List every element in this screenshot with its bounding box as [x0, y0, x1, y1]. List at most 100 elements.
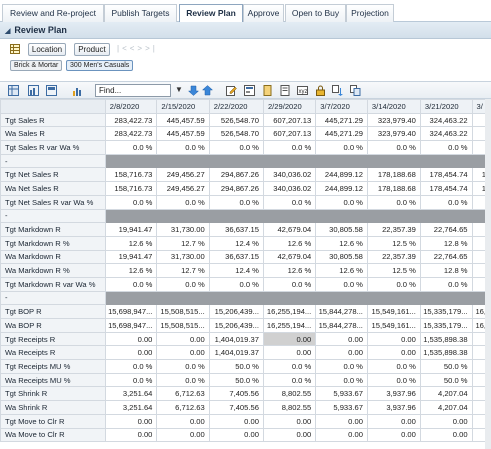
data-cell[interactable] — [262, 153, 317, 169]
data-cell[interactable]: 0.00 — [366, 331, 421, 347]
data-cell[interactable]: 4,207.04 — [419, 400, 473, 415]
find-dropdown-icon[interactable]: ▼ — [175, 85, 183, 94]
data-cell[interactable]: 0.00 — [208, 413, 264, 429]
data-cell[interactable]: 0.0 % — [208, 276, 264, 292]
data-cell[interactable] — [366, 208, 421, 224]
data-cell[interactable] — [104, 208, 158, 224]
data-cell[interactable]: 0.0 % — [366, 276, 421, 292]
data-cell[interactable]: 36,637.15 — [208, 249, 264, 265]
data-cell[interactable]: 0.0 % — [262, 140, 317, 155]
data-cell[interactable]: 0.00 — [262, 427, 317, 443]
data-cell[interactable]: 0.00 — [315, 345, 368, 361]
data-cell[interactable]: 36,637.15 — [208, 222, 264, 237]
data-cell[interactable]: 15,549,161... — [366, 318, 421, 333]
data-cell[interactable]: 42,679.04 — [262, 249, 317, 265]
data-cell[interactable]: 15,844,278... — [315, 318, 368, 333]
table-view-icon[interactable] — [8, 85, 19, 96]
data-cell[interactable]: 0.00 — [315, 413, 368, 429]
data-cell[interactable]: 158,716.73 — [104, 181, 158, 196]
data-cell[interactable]: 324,463.22 — [419, 126, 473, 142]
data-cell[interactable]: 526,548.70 — [208, 126, 264, 142]
data-cell[interactable]: 31,730.00 — [156, 249, 210, 265]
formula-icon[interactable]: xyz — [297, 85, 308, 96]
data-cell[interactable] — [156, 290, 210, 306]
chart-view-icon[interactable] — [28, 85, 39, 96]
data-cell[interactable]: 283,422.73 — [104, 126, 158, 142]
data-cell[interactable]: 1,404,019.37 — [208, 345, 264, 361]
data-cell[interactable]: 0.0 % — [366, 194, 421, 210]
tab-review-and-reproject[interactable]: Review and Re-project — [2, 4, 104, 22]
date-header[interactable]: 2/8/2020 — [104, 99, 158, 114]
data-cell[interactable]: 0.0 % — [315, 194, 368, 210]
data-cell[interactable]: 445,457.59 — [156, 112, 210, 128]
data-cell[interactable]: 0.00 — [156, 413, 210, 429]
data-cell[interactable]: 8,802.55 — [262, 400, 317, 415]
data-cell[interactable] — [262, 290, 317, 306]
date-header[interactable]: 3/21/2020 — [419, 99, 473, 114]
data-cell[interactable]: 31,730.00 — [156, 222, 210, 237]
date-header[interactable]: 3/14/2020 — [366, 99, 421, 114]
data-cell[interactable]: 0.00 — [156, 427, 210, 443]
panel-header[interactable]: ◢ Review Plan — [0, 22, 491, 39]
data-cell[interactable]: 50.0 % — [419, 359, 473, 374]
data-cell[interactable]: 22,357.39 — [366, 222, 421, 237]
data-cell[interactable] — [104, 290, 158, 306]
data-cell[interactable]: 0.0 % — [315, 140, 368, 155]
data-cell[interactable] — [208, 290, 264, 306]
data-cell[interactable]: 158,716.73 — [104, 167, 158, 183]
data-cell[interactable]: 16,255,194... — [262, 318, 317, 333]
data-cell[interactable]: 0.00 — [315, 331, 368, 347]
data-cell[interactable]: 249,456.27 — [156, 167, 210, 183]
data-cell[interactable]: 22,764.65 — [419, 249, 473, 265]
data-cell[interactable]: 12.7 % — [156, 235, 210, 251]
data-cell[interactable]: 340,036.02 — [262, 181, 317, 196]
data-cell[interactable]: 445,271.29 — [315, 112, 368, 128]
data-cell[interactable]: 5,933.67 — [315, 400, 368, 415]
data-cell[interactable]: 50.0 % — [208, 372, 264, 388]
tab-approve[interactable]: Approve — [243, 4, 284, 22]
data-cell[interactable]: 42,679.04 — [262, 222, 317, 237]
crumb-product[interactable]: 300 Men's Casuals — [66, 60, 134, 71]
data-cell[interactable]: 323,979.40 — [366, 112, 421, 128]
data-cell[interactable]: 0.0 % — [104, 140, 158, 155]
data-cell[interactable]: 0.0 % — [208, 194, 264, 210]
data-cell[interactable]: 178,454.74 — [419, 181, 473, 196]
data-cell[interactable]: 50.0 % — [419, 372, 473, 388]
data-cell[interactable]: 12.6 % — [104, 235, 158, 251]
data-cell[interactable]: 6,712.63 — [156, 386, 210, 402]
data-cell[interactable]: 15,206,439... — [208, 318, 264, 333]
data-cell[interactable]: 15,844,278... — [315, 304, 368, 319]
data-cell[interactable]: 0.00 — [262, 413, 317, 429]
data-cell[interactable]: 0.0 % — [262, 194, 317, 210]
data-cell[interactable]: 0.00 — [156, 345, 210, 361]
data-cell[interactable] — [315, 208, 368, 224]
tab-publish-targets[interactable]: Publish Targets — [104, 4, 177, 22]
document-icon[interactable] — [262, 85, 273, 96]
vertical-scrollbar[interactable] — [485, 99, 491, 449]
data-cell[interactable]: 1,404,019.37 — [208, 331, 264, 347]
find-input[interactable]: Find... — [95, 84, 171, 97]
data-cell[interactable]: 7,405.56 — [208, 386, 264, 402]
data-cell[interactable]: 0.00 — [315, 427, 368, 443]
data-cell[interactable]: 12.4 % — [208, 263, 264, 278]
data-cell[interactable]: 178,188.68 — [366, 167, 421, 183]
data-cell[interactable]: 0.0 % — [156, 140, 210, 155]
data-cell[interactable]: 283,422.73 — [104, 112, 158, 128]
data-cell[interactable]: 0.0 % — [419, 140, 473, 155]
data-cell[interactable] — [208, 208, 264, 224]
data-cell[interactable]: 12.6 % — [262, 235, 317, 251]
data-cell[interactable]: 3,937.96 — [366, 400, 421, 415]
data-cell[interactable]: 3,251.64 — [104, 400, 158, 415]
data-cell[interactable]: 12.6 % — [262, 263, 317, 278]
data-cell[interactable]: 0.00 — [104, 345, 158, 361]
data-cell[interactable]: 0.0 % — [104, 276, 158, 292]
data-cell[interactable]: 0.00 — [366, 427, 421, 443]
data-cell[interactable]: 244,899.12 — [315, 167, 368, 183]
data-cell[interactable]: 0.00 — [156, 331, 210, 347]
data-cell[interactable]: 4,207.04 — [419, 386, 473, 402]
data-cell[interactable]: 607,207.13 — [262, 126, 317, 142]
data-cell[interactable] — [419, 290, 473, 306]
data-cell[interactable]: 526,548.70 — [208, 112, 264, 128]
data-cell[interactable] — [366, 290, 421, 306]
data-cell[interactable]: 15,698,947... — [104, 318, 158, 333]
